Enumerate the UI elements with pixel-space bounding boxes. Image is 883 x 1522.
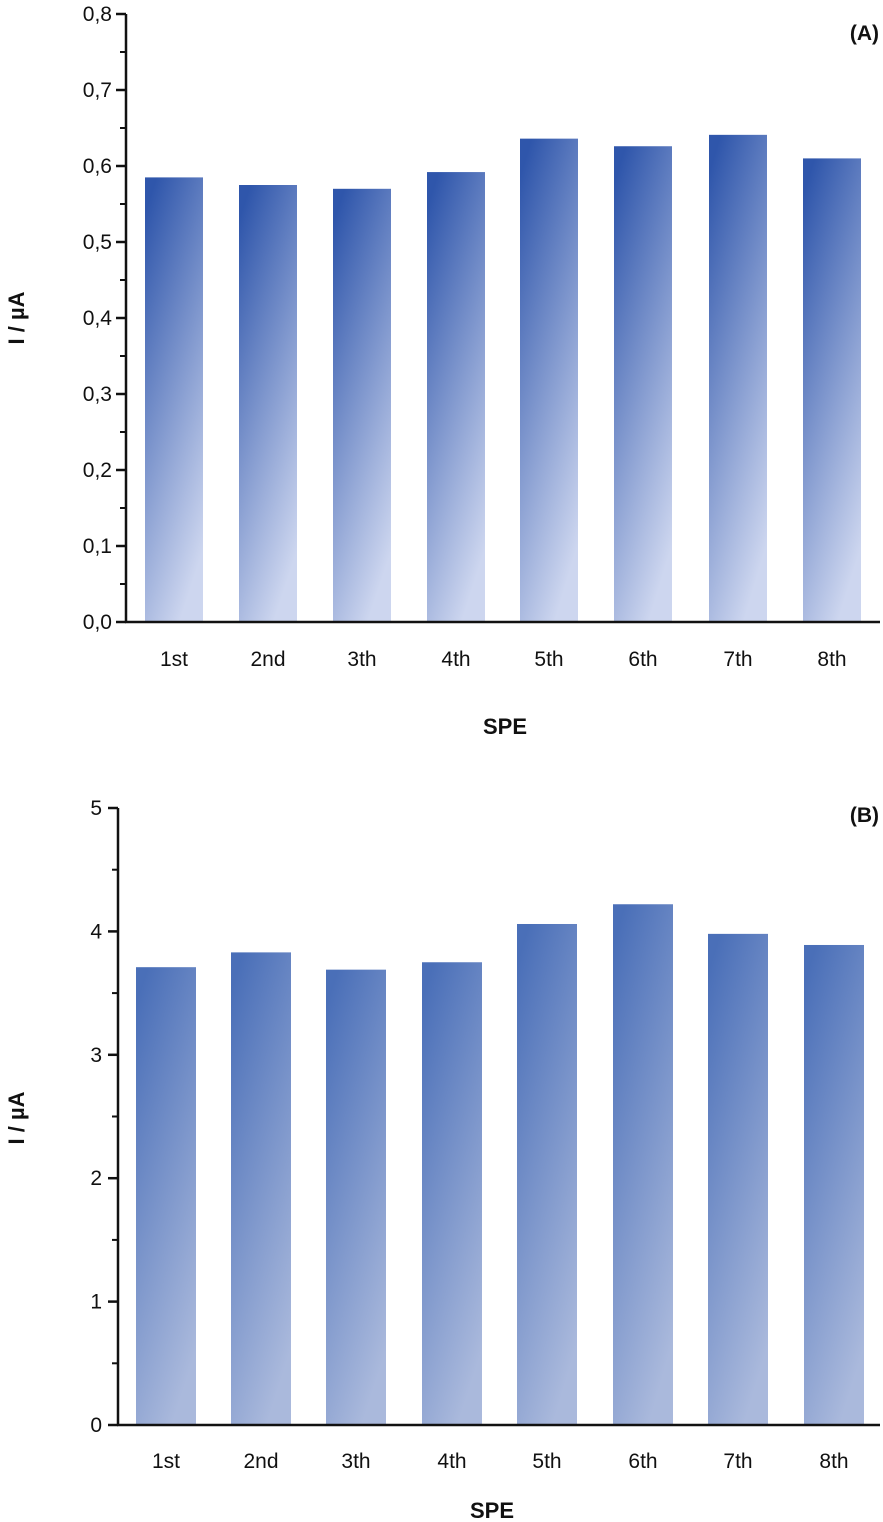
bar-group [136,904,864,1425]
y-tick-label: 0,6 [83,155,112,178]
x-axis-title: SPE [483,714,527,739]
bar-1st [136,967,196,1425]
x-tick-label: 4th [437,1450,466,1473]
bar-8th [804,944,864,1425]
x-axis-tick-labels: 1st 2nd 3th 4th 5th 6th 7th 8th [160,648,847,671]
x-tick-label: 6th [628,1450,657,1473]
bar-1st [145,177,203,622]
x-tick-label: 2nd [250,648,285,671]
y-tick-label: 0,3 [83,383,112,406]
x-tick-label: 6th [628,648,657,671]
y-axis-title: I / µA [4,291,29,344]
bar-2nd [239,185,297,622]
y-tick-label: 4 [90,920,102,943]
y-tick-label: 0,7 [83,79,112,102]
y-axis-ticks: 0 1 2 3 4 5 [90,797,118,1437]
chart-panel-a: 0,0 0,1 0,2 0,3 0,4 0,5 0,6 0,7 0,8 1st 2nd 3th 4th… [4,3,880,739]
y-tick-label: 0,4 [83,307,113,330]
bar-6th [614,146,672,623]
bar-5th [520,138,578,622]
x-tick-label: 1st [152,1450,180,1473]
x-tick-label: 1st [160,648,188,671]
x-tick-label: 2nd [243,1450,278,1473]
panel-label: (B) [850,804,879,827]
x-tick-label: 3th [347,648,376,671]
bar-4th [427,172,485,622]
chart-panel-b: 0 1 2 3 4 5 1st 2nd 3th 4th 5th 6th 7th 8th I / µA S… [4,797,880,1522]
panel-label: (A) [850,22,879,45]
y-tick-label: 0,0 [83,611,112,634]
x-axis-title: SPE [470,1498,514,1522]
y-tick-label: 0,1 [83,535,112,558]
x-tick-label: 3th [341,1450,370,1473]
bar-2nd [231,952,291,1425]
y-axis-title: I / µA [4,1091,29,1144]
bar-4th [422,962,482,1425]
x-tick-label: 7th [723,1450,752,1473]
bar-group [145,134,861,623]
x-tick-label: 5th [534,648,563,671]
y-tick-label: 5 [90,797,102,820]
y-axis-ticks: 0,0 0,1 0,2 0,3 0,4 0,5 0,6 0,7 0,8 [83,3,126,634]
x-tick-label: 5th [532,1450,561,1473]
y-tick-label: 2 [90,1167,102,1190]
y-tick-label: 0,8 [83,3,112,26]
y-tick-label: 1 [90,1291,102,1314]
y-tick-label: 0,5 [83,231,112,254]
x-axis-tick-labels: 1st 2nd 3th 4th 5th 6th 7th 8th [152,1450,849,1473]
x-tick-label: 4th [441,648,470,671]
bar-3th [326,969,386,1425]
bar-7th [708,933,768,1425]
y-tick-label: 3 [90,1044,102,1067]
y-tick-label: 0 [90,1414,102,1437]
x-tick-label: 8th [819,1450,848,1473]
bar-7th [709,134,767,622]
bar-5th [517,923,577,1425]
bar-6th [613,904,673,1425]
bar-3th [333,188,391,623]
y-tick-label: 0,2 [83,459,112,482]
x-tick-label: 7th [723,648,752,671]
x-tick-label: 8th [817,648,846,671]
bar-8th [803,158,861,622]
